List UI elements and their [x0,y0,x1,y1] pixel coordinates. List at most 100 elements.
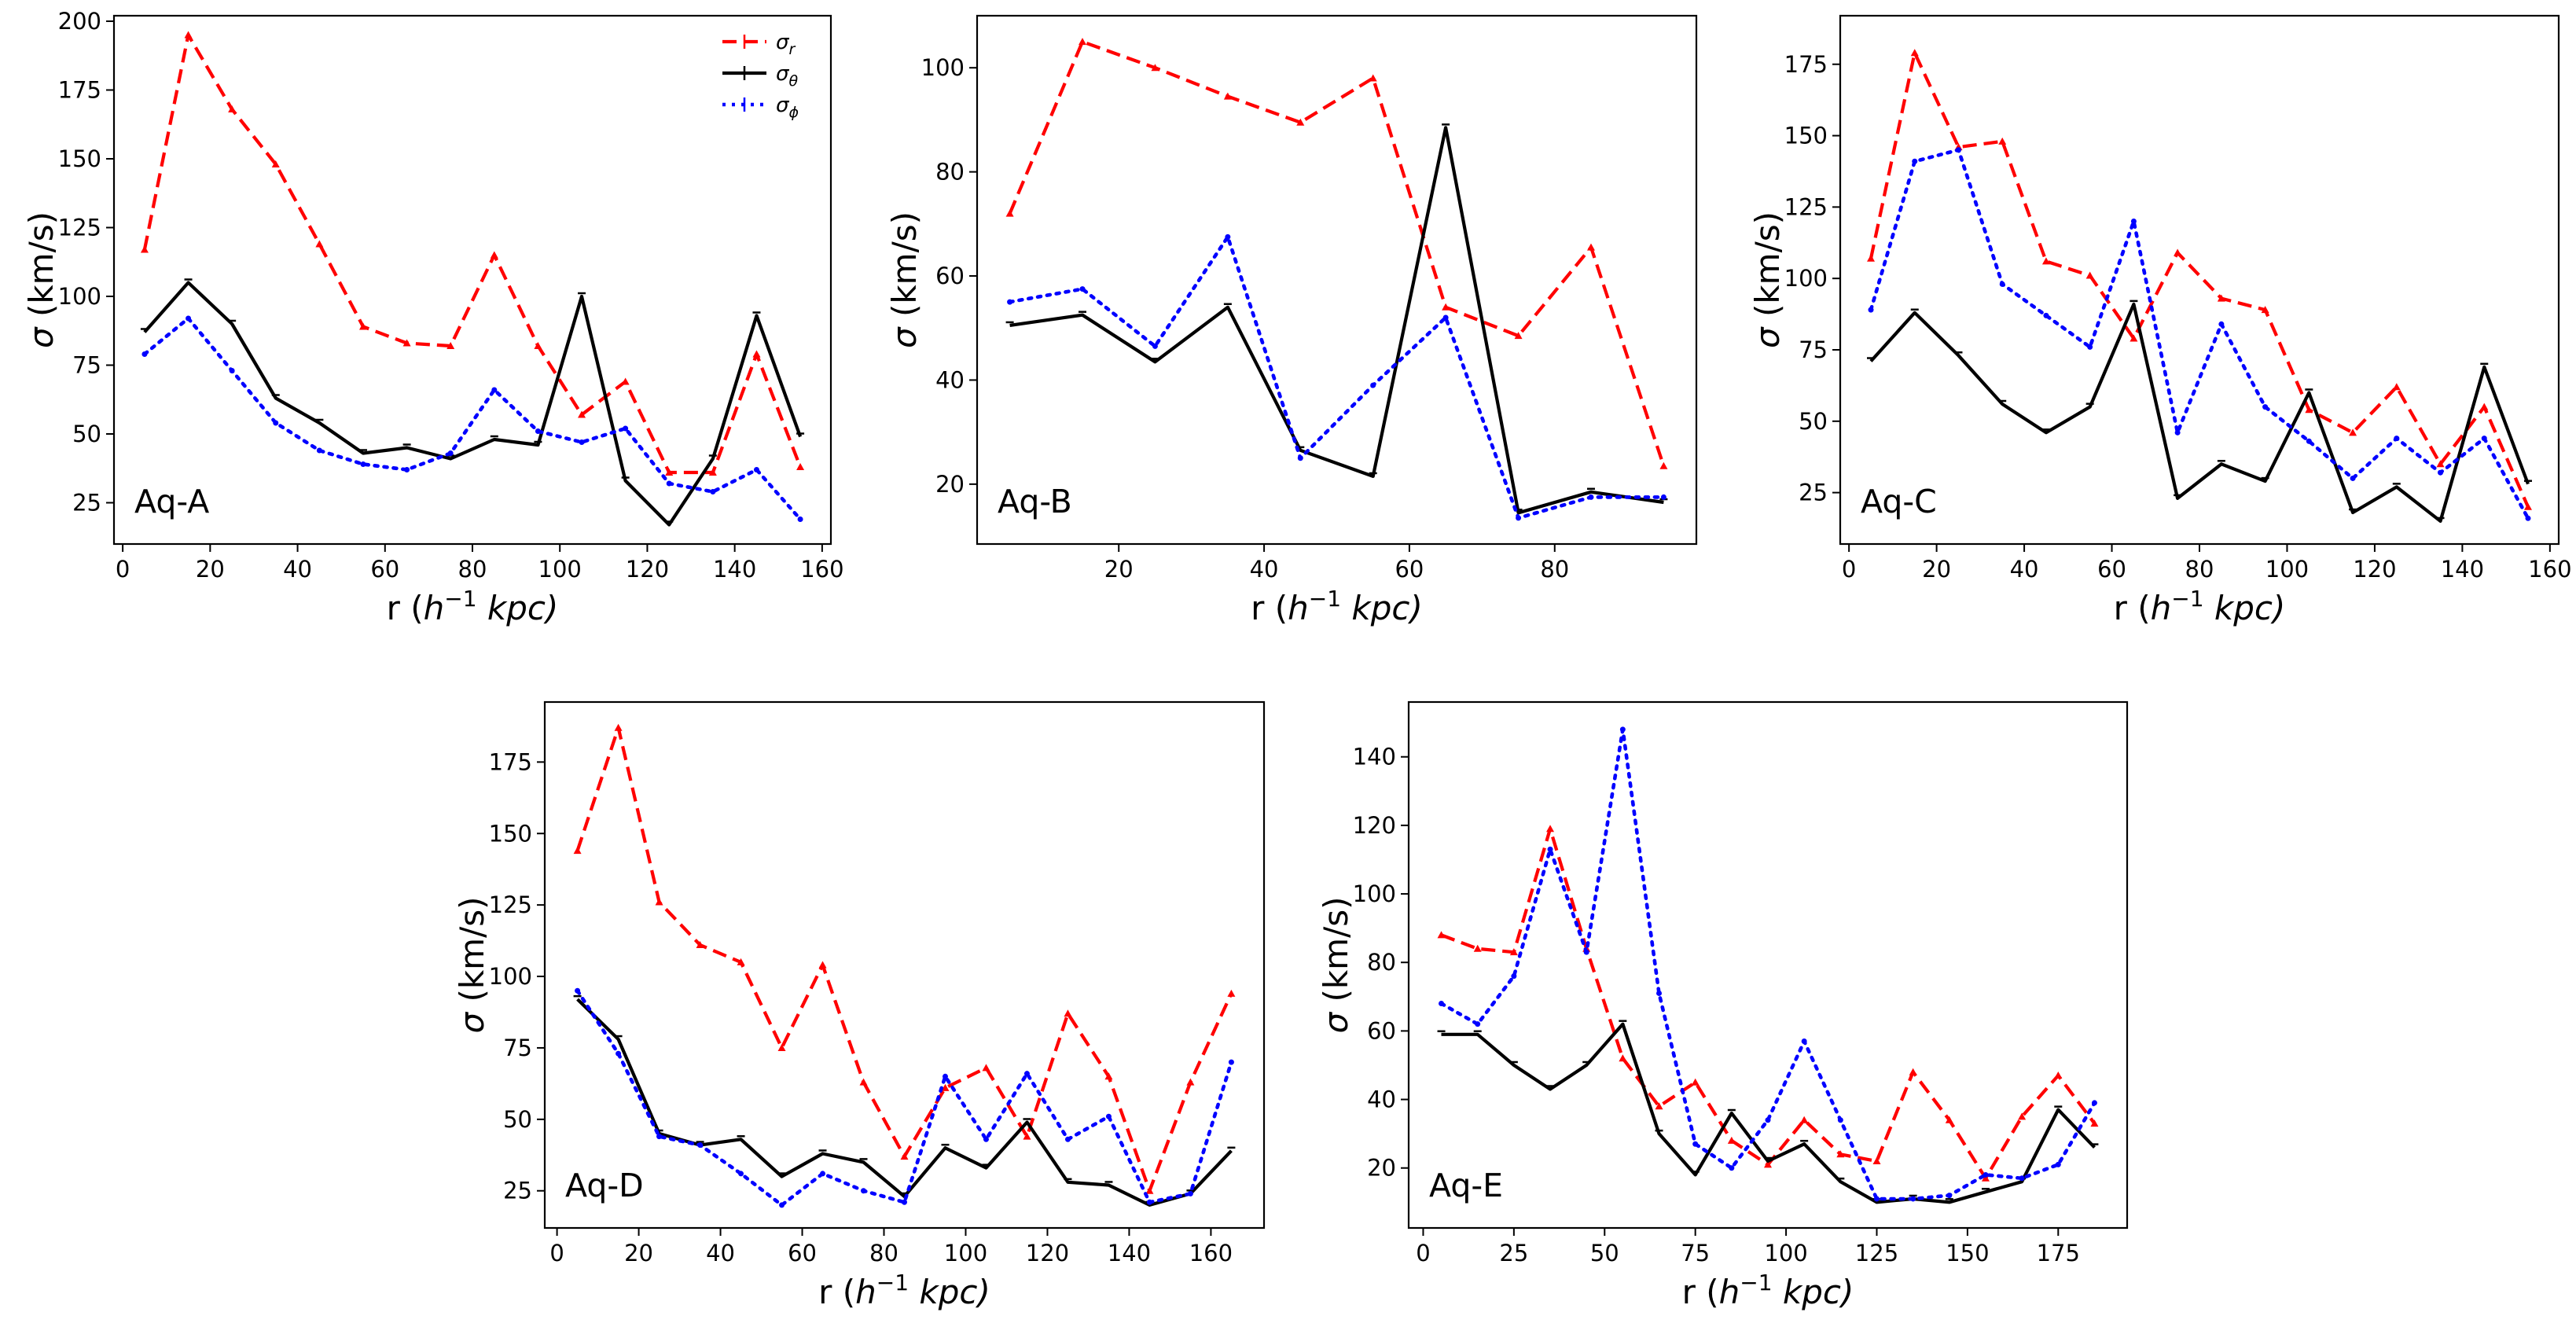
x-axis-label: r (h−1 kpc) [1682,1270,1854,1311]
x-tick-label: 150 [1946,1240,1989,1266]
y-axis-label: σ (km/s) [22,211,61,348]
y-tick-label: 100 [1353,880,1396,907]
y-axis-label-unit: (km/s) [22,211,61,327]
data-point-sigma_phi [1692,1141,1699,1147]
y-tick-label: 60 [1367,1017,1396,1044]
data-point-sigma_r [534,342,542,349]
series-group [573,723,1236,1208]
data-point-sigma_r [1186,1078,1195,1086]
x-tick-label: 160 [1189,1240,1233,1266]
data-point-sigma_r [578,410,586,418]
x-tick-label: 20 [196,556,225,583]
data-point-sigma_r [1437,931,1446,939]
y-tick-label: 25 [503,1178,532,1204]
data-point-sigma_r [1867,254,1876,262]
y-axis-label-symbol: σ [453,1012,491,1034]
data-point-sigma_r [1104,1072,1113,1080]
x-tick-label: 20 [624,1240,653,1266]
data-point-sigma_r [271,160,280,167]
data-point-sigma_r [818,961,827,969]
data-point-sigma_phi [2174,429,2181,436]
y-axis-label: σ (km/s) [885,211,924,348]
data-point-sigma_r [1945,1116,1953,1123]
data-point-sigma_phi [2525,515,2531,521]
data-point-sigma_r [358,322,367,330]
series-group [140,31,805,527]
data-point-sigma_phi [820,1171,826,1177]
x-axis-label-unit: h [855,1273,876,1311]
x-axis-label-unit: h [424,589,445,627]
x-tick-label: 40 [2010,556,2039,583]
data-point-sigma_r [1764,1160,1772,1168]
x-axis-label-tail: kpc) [2204,589,2286,627]
data-point-sigma_phi [1064,1136,1071,1142]
data-point-sigma_r [796,463,805,470]
data-point-sigma_r [941,1083,950,1091]
y-tick-label: 120 [1353,812,1396,839]
y-tick-label: 40 [935,366,965,393]
x-axis-label-tail: kpc) [1341,589,1423,627]
data-point-sigma_phi [1105,1113,1112,1119]
data-point-sigma_r [1023,1132,1031,1140]
x-tick-label: 0 [549,1240,564,1266]
y-axis-label: σ (km/s) [453,896,491,1033]
series-line-sigma_theta [576,998,1233,1208]
data-point-sigma_r [1005,209,1014,217]
axes-frame [112,14,832,546]
y-axis-label-unit: (km/s) [1748,211,1787,327]
data-point-sigma_r [900,1152,909,1160]
y-tick-label: 50 [72,421,101,447]
x-tick-label: 60 [2097,556,2126,583]
x-tick-label: 60 [1395,556,1424,583]
data-point-sigma_r [1836,1150,1845,1158]
data-point-sigma_phi [1079,286,1086,292]
data-point-sigma_phi [404,467,410,472]
data-point-sigma_phi [656,1134,663,1140]
y-tick-label: 100 [1784,265,1828,292]
data-point-sigma_phi [1516,515,1522,521]
data-point-sigma_phi [186,315,192,322]
x-tick-label: 100 [538,556,582,583]
data-point-sigma_r [1586,243,1595,251]
panel-aq-c: 0 20 40 60 80 100 120 140 160 25 50 75 100 125 150 175 r… [1748,14,2572,627]
data-point-sigma_r [2041,257,2050,265]
legend-entry-sigma_theta: σθ [776,62,798,90]
data-point-sigma_phi [575,987,581,994]
data-point-sigma_r [1369,74,1377,82]
data-point-sigma_phi [2091,1100,2097,1106]
x-tick-label: 0 [1416,1240,1430,1266]
y-tick-label: 175 [1784,51,1828,78]
legend-symbol: σ [776,94,790,117]
x-tick-label: 120 [1026,1240,1069,1266]
x-axis-label-main: r ( [1682,1273,1719,1311]
series-line-sigma_r [575,726,1233,1193]
data-point-sigma_phi [1225,233,1231,240]
data-point-sigma_r [1079,38,1087,46]
data-point-sigma_phi [1619,726,1626,733]
series-line-sigma_theta [1869,302,2530,524]
data-point-sigma_phi [1660,494,1666,500]
data-point-sigma_phi [797,516,803,522]
series-line-sigma_r [1869,51,2530,508]
y-tick-label: 125 [58,215,101,241]
data-point-sigma_phi [1370,382,1376,388]
x-axis-label-tail: kpc) [909,1273,990,1311]
data-point-sigma_phi [1837,1117,1843,1123]
data-point-sigma_phi [779,1202,785,1208]
data-point-sigma_phi [1873,1196,1880,1202]
data-point-sigma_phi [1801,1038,1807,1044]
data-point-sigma_phi [623,425,629,432]
x-tick-label: 140 [1108,1240,1151,1266]
x-tick-label: 160 [800,556,843,583]
data-point-sigma_phi [1187,1190,1193,1197]
data-point-sigma_r [2523,502,2532,510]
data-point-sigma_r [2174,248,2182,256]
x-tick-label: 120 [626,556,669,583]
y-tick-label: 20 [935,471,965,498]
data-point-sigma_r [1800,1116,1809,1123]
data-point-sigma_phi [666,480,672,487]
data-point-sigma_phi [2306,438,2312,444]
data-point-sigma_phi [1729,1165,1735,1171]
panel-aq-b: 20 40 60 80 20 40 60 80 100 r (h−1 kpc) σ (km/s) Aq… [885,14,1698,627]
